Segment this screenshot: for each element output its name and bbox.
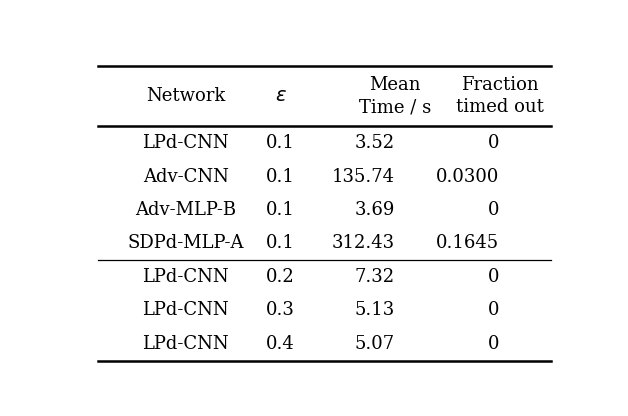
Text: LPd-CNN: LPd-CNN	[143, 268, 229, 286]
Text: 0.1: 0.1	[266, 168, 295, 186]
Text: 0: 0	[488, 302, 499, 319]
Text: LPd-CNN: LPd-CNN	[143, 134, 229, 152]
Text: 3.69: 3.69	[354, 201, 395, 219]
Text: Mean
Time / s: Mean Time / s	[359, 76, 431, 116]
Text: 7.32: 7.32	[355, 268, 395, 286]
Text: 0: 0	[488, 268, 499, 286]
Text: SDPd-MLP-A: SDPd-MLP-A	[127, 235, 244, 253]
Text: 0.1: 0.1	[266, 201, 295, 219]
Text: Adv-MLP-B: Adv-MLP-B	[135, 201, 236, 219]
Text: 0.2: 0.2	[266, 268, 295, 286]
Text: 0.0300: 0.0300	[436, 168, 499, 186]
Text: 0: 0	[488, 335, 499, 353]
Text: 0: 0	[488, 134, 499, 152]
Text: 5.13: 5.13	[355, 302, 395, 319]
Text: 0.1: 0.1	[266, 134, 295, 152]
Text: 135.74: 135.74	[332, 168, 395, 186]
Text: 3.52: 3.52	[355, 134, 395, 152]
Text: LPd-CNN: LPd-CNN	[143, 335, 229, 353]
Text: 0.1: 0.1	[266, 235, 295, 253]
Text: Fraction
timed out: Fraction timed out	[455, 76, 543, 116]
Text: Adv-CNN: Adv-CNN	[143, 168, 229, 186]
Text: 0.3: 0.3	[266, 302, 295, 319]
Text: 0.4: 0.4	[266, 335, 295, 353]
Text: LPd-CNN: LPd-CNN	[143, 302, 229, 319]
Text: 312.43: 312.43	[332, 235, 395, 253]
Text: 0: 0	[488, 201, 499, 219]
Text: $\epsilon$: $\epsilon$	[274, 87, 286, 105]
Text: 5.07: 5.07	[355, 335, 395, 353]
Text: Network: Network	[146, 87, 225, 105]
Text: 0.1645: 0.1645	[436, 235, 499, 253]
